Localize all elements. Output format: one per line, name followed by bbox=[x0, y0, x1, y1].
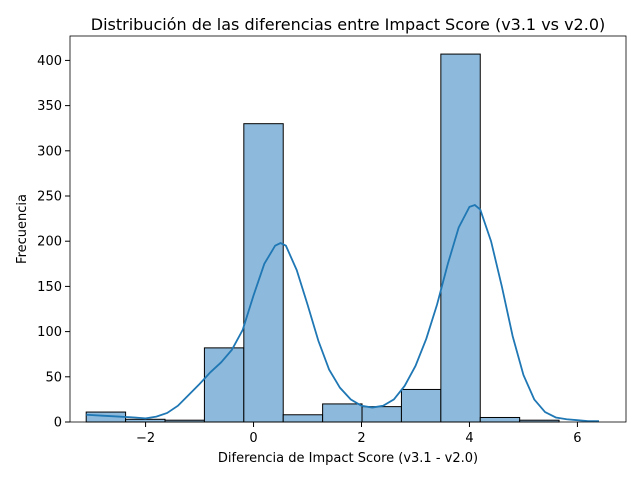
x-tick-label: 2 bbox=[357, 431, 365, 446]
y-tick-label: 100 bbox=[37, 325, 62, 340]
y-tick-label: 350 bbox=[37, 99, 62, 114]
histogram-bar bbox=[322, 403, 363, 423]
histogram-bar bbox=[243, 123, 284, 423]
histogram-bar bbox=[125, 418, 166, 423]
y-tick-label: 250 bbox=[37, 190, 62, 205]
histogram-bars bbox=[85, 53, 560, 423]
x-tick-label: 0 bbox=[249, 431, 257, 446]
y-tick-label: 300 bbox=[37, 144, 62, 159]
histogram-bar bbox=[282, 414, 324, 423]
plot-frame bbox=[69, 35, 627, 423]
y-axis-ticks: 0 50 100 150 200 250 300 350 400 bbox=[37, 54, 70, 431]
kde-line bbox=[86, 204, 600, 422]
y-tick-label: 50 bbox=[45, 370, 62, 385]
histogram-bar bbox=[440, 53, 481, 423]
histogram-bar bbox=[361, 406, 402, 423]
x-tick-label: 4 bbox=[465, 431, 473, 446]
histogram-bar bbox=[479, 416, 521, 423]
y-axis-label: Frecuencia bbox=[15, 194, 30, 264]
x-axis-label: Diferencia de Impact Score (v3.1 - v2.0) bbox=[218, 451, 478, 466]
y-tick-label: 150 bbox=[37, 280, 62, 295]
histogram-bar bbox=[400, 388, 442, 423]
y-tick-label: 0 bbox=[54, 416, 62, 431]
chart-title: Distribución de las diferencias entre Im… bbox=[91, 15, 606, 34]
y-tick-label: 200 bbox=[37, 235, 62, 250]
x-tick-label: −2 bbox=[136, 431, 155, 446]
x-tick-label: 6 bbox=[573, 431, 581, 446]
x-axis-ticks: −2 0 2 4 6 bbox=[136, 422, 582, 446]
y-tick-label: 400 bbox=[37, 54, 62, 69]
